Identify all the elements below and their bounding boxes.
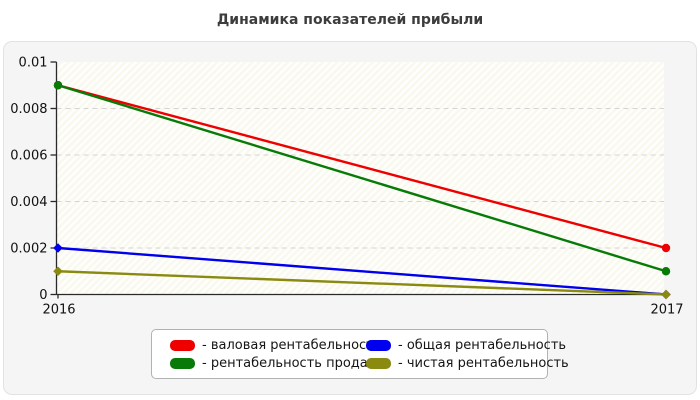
series-marker [53, 81, 63, 90]
series-line [57, 84, 667, 250]
legend-swatch [170, 357, 195, 369]
legend-item: - рентабельность продаж [170, 356, 379, 371]
legend-item: - общая рентабельность [366, 338, 569, 353]
legend-swatch [366, 339, 391, 351]
legend-label: - чистая рентабельность [398, 355, 569, 371]
series-marker [661, 289, 671, 300]
legend-swatch [366, 357, 391, 369]
y-tick-label: 0.004 [10, 195, 47, 210]
x-tick-label: 2017 [650, 303, 683, 318]
chart-panel: 0 0.002 0.004 0.006 0.008 0.01 2016 2017 - вало… [3, 41, 697, 395]
x-tick-label: 2016 [42, 303, 75, 318]
series-marker [661, 243, 671, 253]
chart-title: Динамика показателей прибыли [216, 12, 484, 28]
series-marker [53, 266, 63, 277]
legend-label: - рентабельность продаж [202, 355, 380, 371]
legend-item: - чистая рентабельность [366, 356, 569, 371]
legend-item: - валовая рентабельность [170, 338, 381, 353]
y-tick-label: 0 [39, 288, 47, 303]
series-line [57, 246, 667, 296]
line-chart: 0 0.002 0.004 0.006 0.008 0.01 2016 2017 [10, 56, 683, 318]
series-marker [53, 243, 63, 253]
legend-label: - валовая рентабельность [202, 337, 382, 353]
y-tick-label: 0.006 [10, 149, 47, 164]
legend-swatch [170, 339, 195, 351]
y-tick-label: 0.008 [10, 102, 47, 117]
legend: - валовая рентабельность - общая рентабел… [151, 329, 569, 379]
series-line [57, 84, 667, 273]
series-line [57, 270, 667, 296]
series-marker [661, 267, 671, 276]
legend-label: - общая рентабельность [398, 337, 567, 353]
y-tick-label: 0.002 [10, 242, 47, 257]
y-tick-label: 0.01 [19, 56, 48, 71]
